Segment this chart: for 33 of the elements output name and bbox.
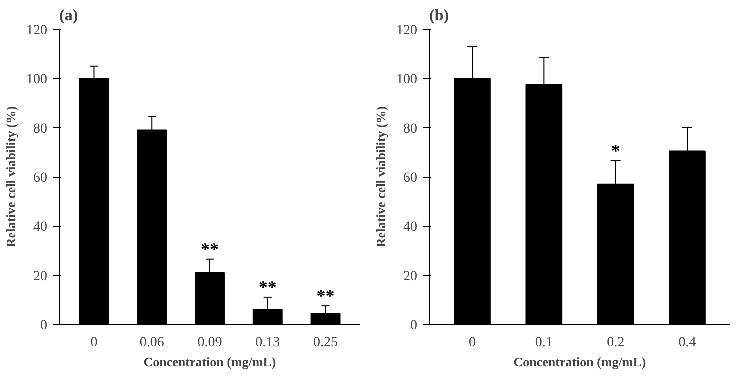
y-tick-label: 120 <box>396 24 418 38</box>
y-axis-title: Relative cell viability (%) <box>374 106 388 248</box>
x-axis-title: Concentration (mg/mL) <box>144 354 276 370</box>
y-tick-label: 40 <box>404 220 418 236</box>
y-tick-label: 80 <box>34 122 48 137</box>
y-tick-label: 120 <box>26 24 48 38</box>
x-tick-label: 0.13 <box>256 336 280 350</box>
x-axis-title: Concentration (mg/mL) <box>514 354 646 370</box>
annotation: ** <box>316 286 335 306</box>
chart-title: (b) <box>430 8 450 24</box>
x-tick-label: 0.06 <box>140 336 164 350</box>
y-tick-label: 100 <box>26 72 48 88</box>
y-tick-label: 20 <box>34 269 48 284</box>
x-tick-label: 0 <box>469 336 476 350</box>
annotation: * <box>611 141 620 162</box>
x-tick-label: 0.25 <box>314 336 338 350</box>
annotation: ** <box>201 239 219 260</box>
x-tick-label: 0 <box>90 336 98 350</box>
chart-title: (a) <box>60 8 78 24</box>
y-tick-label: 40 <box>34 220 48 236</box>
x-tick-label: 0.2 <box>607 336 625 350</box>
y-tick-label: 80 <box>404 122 418 137</box>
y-tick-label: 0 <box>40 318 48 334</box>
y-tick-label: 20 <box>404 269 418 284</box>
y-tick-label: 60 <box>34 171 48 186</box>
x-tick-label: 0.4 <box>678 336 696 350</box>
annotation: ** <box>258 277 277 298</box>
y-tick-label: 100 <box>396 72 418 88</box>
x-tick-label: 0.1 <box>535 336 553 350</box>
y-axis-title: Relative cell viability (%) <box>4 106 18 248</box>
y-tick-label: 60 <box>404 171 418 186</box>
x-tick-label: 0.09 <box>198 336 222 350</box>
y-tick-label: 0 <box>410 318 418 334</box>
